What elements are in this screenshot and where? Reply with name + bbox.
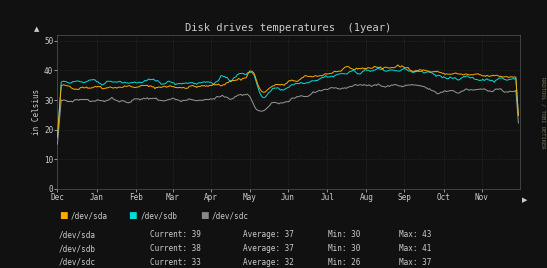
Text: ■: ■ [129, 211, 137, 220]
Text: ▶: ▶ [522, 197, 527, 203]
Text: Min: 26: Min: 26 [328, 258, 360, 267]
Text: /dev/sda: /dev/sda [59, 230, 96, 239]
Text: ▲: ▲ [34, 26, 39, 32]
Title: Disk drives temperatures  (1year): Disk drives temperatures (1year) [185, 23, 392, 33]
Text: /dev/sdb: /dev/sdb [59, 244, 96, 253]
Text: Max: 43: Max: 43 [399, 230, 432, 239]
Text: ■: ■ [200, 211, 208, 220]
Text: /dev/sda: /dev/sda [71, 211, 108, 220]
Text: Min: 30: Min: 30 [328, 244, 360, 253]
Text: Current: 39: Current: 39 [150, 230, 201, 239]
Text: Max: 41: Max: 41 [399, 244, 432, 253]
Text: Average: 32: Average: 32 [243, 258, 294, 267]
Text: Current: 38: Current: 38 [150, 244, 201, 253]
Text: RRDTOOL / TOBI OETIKER: RRDTOOL / TOBI OETIKER [540, 77, 546, 148]
Text: Average: 37: Average: 37 [243, 244, 294, 253]
Text: ■: ■ [59, 211, 68, 220]
Text: Current: 33: Current: 33 [150, 258, 201, 267]
Text: /dev/sdb: /dev/sdb [141, 211, 178, 220]
Text: /dev/sdc: /dev/sdc [212, 211, 249, 220]
Y-axis label: in Celsius: in Celsius [32, 89, 41, 135]
Text: /dev/sdc: /dev/sdc [59, 258, 96, 267]
Text: Min: 30: Min: 30 [328, 230, 360, 239]
Text: Average: 37: Average: 37 [243, 230, 294, 239]
Text: Max: 37: Max: 37 [399, 258, 432, 267]
